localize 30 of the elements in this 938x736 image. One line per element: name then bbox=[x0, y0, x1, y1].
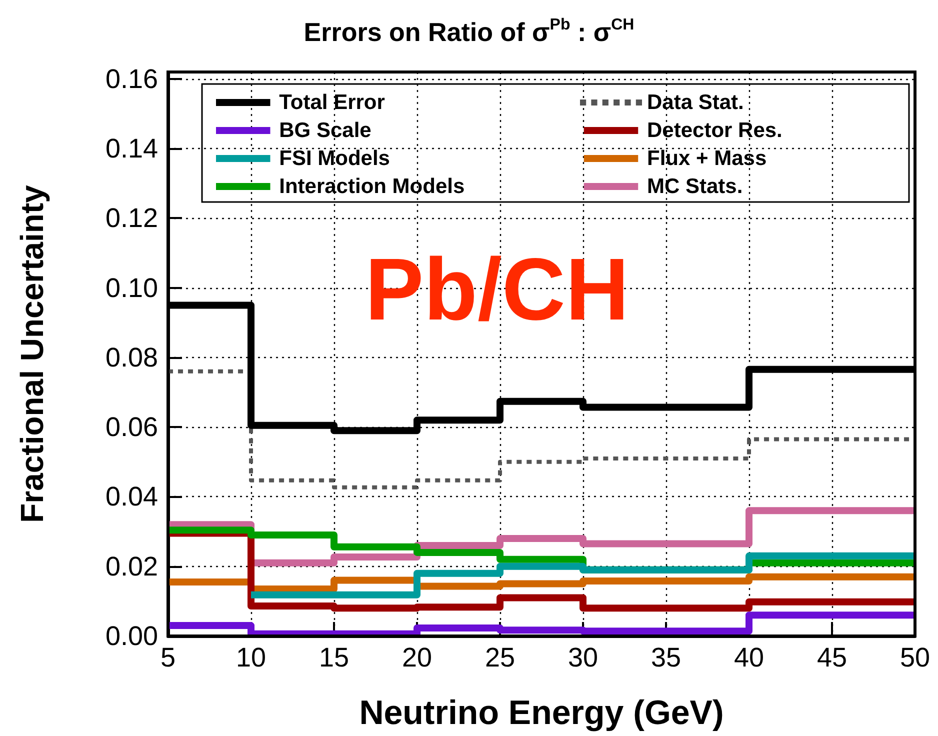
y-tick-label: 0.02 bbox=[105, 551, 158, 582]
y-tick-label: 0.12 bbox=[105, 203, 158, 234]
y-tick-label: 0.08 bbox=[105, 342, 158, 372]
legend-label: Total Error bbox=[279, 91, 385, 114]
x-tick-label: 5 bbox=[160, 642, 176, 672]
legend-label: Data Stat. bbox=[647, 91, 744, 114]
x-tick-label: 15 bbox=[318, 642, 350, 672]
x-tick-label: 20 bbox=[402, 642, 432, 672]
x-tick-label: 25 bbox=[484, 642, 516, 672]
y-tick-label: 0.16 bbox=[105, 64, 158, 94]
y-tick-label: 0.06 bbox=[105, 412, 158, 442]
x-tick-label: 10 bbox=[236, 642, 266, 672]
y-tick-label: 0.14 bbox=[105, 134, 158, 164]
legend-label: Detector Res. bbox=[647, 119, 782, 142]
x-tick-label: 35 bbox=[650, 642, 682, 672]
x-tick-label: 30 bbox=[568, 642, 598, 672]
legend-label: Flux + Mass bbox=[647, 147, 767, 170]
x-tick-label: 40 bbox=[734, 642, 764, 672]
legend-label: BG Scale bbox=[279, 119, 372, 142]
x-axis-title: Neutrino Energy (GeV) bbox=[359, 694, 724, 732]
legend-label: MC Stats. bbox=[647, 175, 743, 198]
legend-label: Interaction Models bbox=[279, 175, 465, 198]
y-tick-label: 0.00 bbox=[105, 621, 158, 651]
x-tick-label: 50 bbox=[900, 642, 930, 672]
y-tick-label: 0.04 bbox=[105, 482, 158, 512]
annotation: Pb/CH bbox=[365, 240, 629, 338]
y-axis-title: Fractional Uncertainty bbox=[14, 184, 50, 523]
y-tick-label: 0.10 bbox=[105, 272, 158, 303]
x-tick-label: 45 bbox=[816, 642, 848, 672]
legend-label: FSI Models bbox=[279, 147, 390, 170]
